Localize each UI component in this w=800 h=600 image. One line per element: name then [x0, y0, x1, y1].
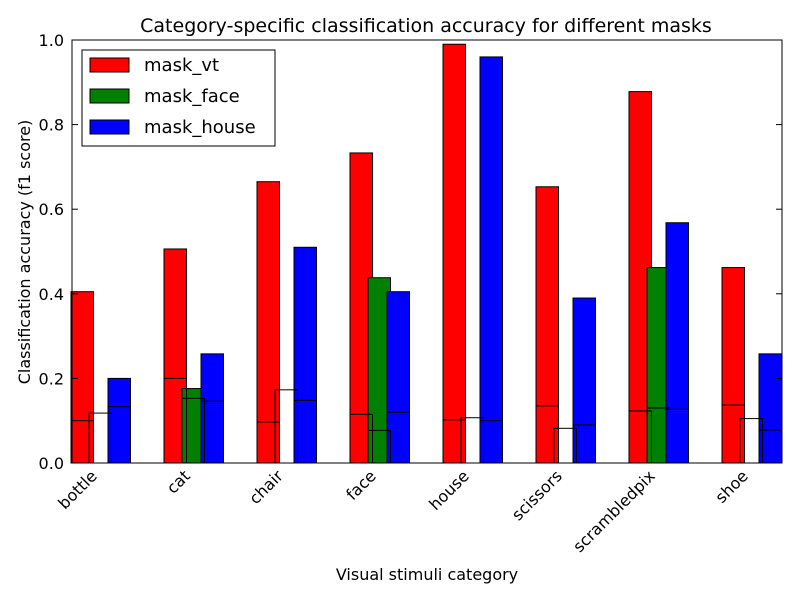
x-tick-label-scrambledpix: scrambledpix [569, 466, 659, 556]
bar-mask_vt-bottle [70, 291, 94, 464]
y-ticks [72, 39, 782, 464]
legend-swatch-mask_face [89, 88, 130, 104]
legend: mask_vt mask_face mask_house [81, 49, 276, 147]
legend-swatch-mask_house [89, 119, 130, 135]
bars [70, 43, 782, 464]
x-tick-label-scissors: scissors [508, 466, 566, 524]
y-tick-label: 0.8 [39, 116, 64, 135]
y-axis-label: Classification accuracy (f1 score) [15, 120, 34, 385]
x-tick-label-chair: chair [245, 466, 287, 508]
legend-swatch-mask_vt [89, 57, 130, 73]
bar-mask_vt-scissors [535, 186, 559, 464]
bar-mask_vt-shoe [721, 267, 745, 464]
legend-label-mask_vt: mask_vt [144, 55, 219, 76]
x-axis-label: Visual stimuli category [336, 565, 518, 584]
y-tick-label: 0.0 [39, 454, 64, 473]
legend-label-mask_face: mask_face [144, 86, 240, 107]
x-tick-label-face: face [342, 466, 380, 504]
bar-mask_house-house [479, 56, 503, 464]
x-tick-labels: bottle cat chair face house scissors scrambled… [54, 466, 752, 556]
y-tick-label: 0.6 [39, 200, 64, 219]
y-tick-labels: 0.0 0.2 0.4 0.6 0.8 1.0 [39, 31, 64, 473]
y-tick-label: 0.4 [39, 285, 64, 304]
x-tick-label-house: house [425, 466, 473, 514]
bar-mask_vt-chair [256, 181, 280, 464]
y-tick-label: 0.2 [39, 369, 64, 388]
x-tick-label-cat: cat [163, 466, 194, 497]
bar-mask_vt-house [442, 43, 466, 464]
x-tick-label-bottle: bottle [54, 466, 101, 513]
x-tick-label-shoe: shoe [711, 466, 751, 506]
legend-label-mask_house: mask_house [144, 117, 256, 138]
chart-title: Category-specific classification accurac… [140, 15, 712, 37]
y-tick-label: 1.0 [39, 31, 64, 50]
plot-frame [71, 39, 783, 464]
